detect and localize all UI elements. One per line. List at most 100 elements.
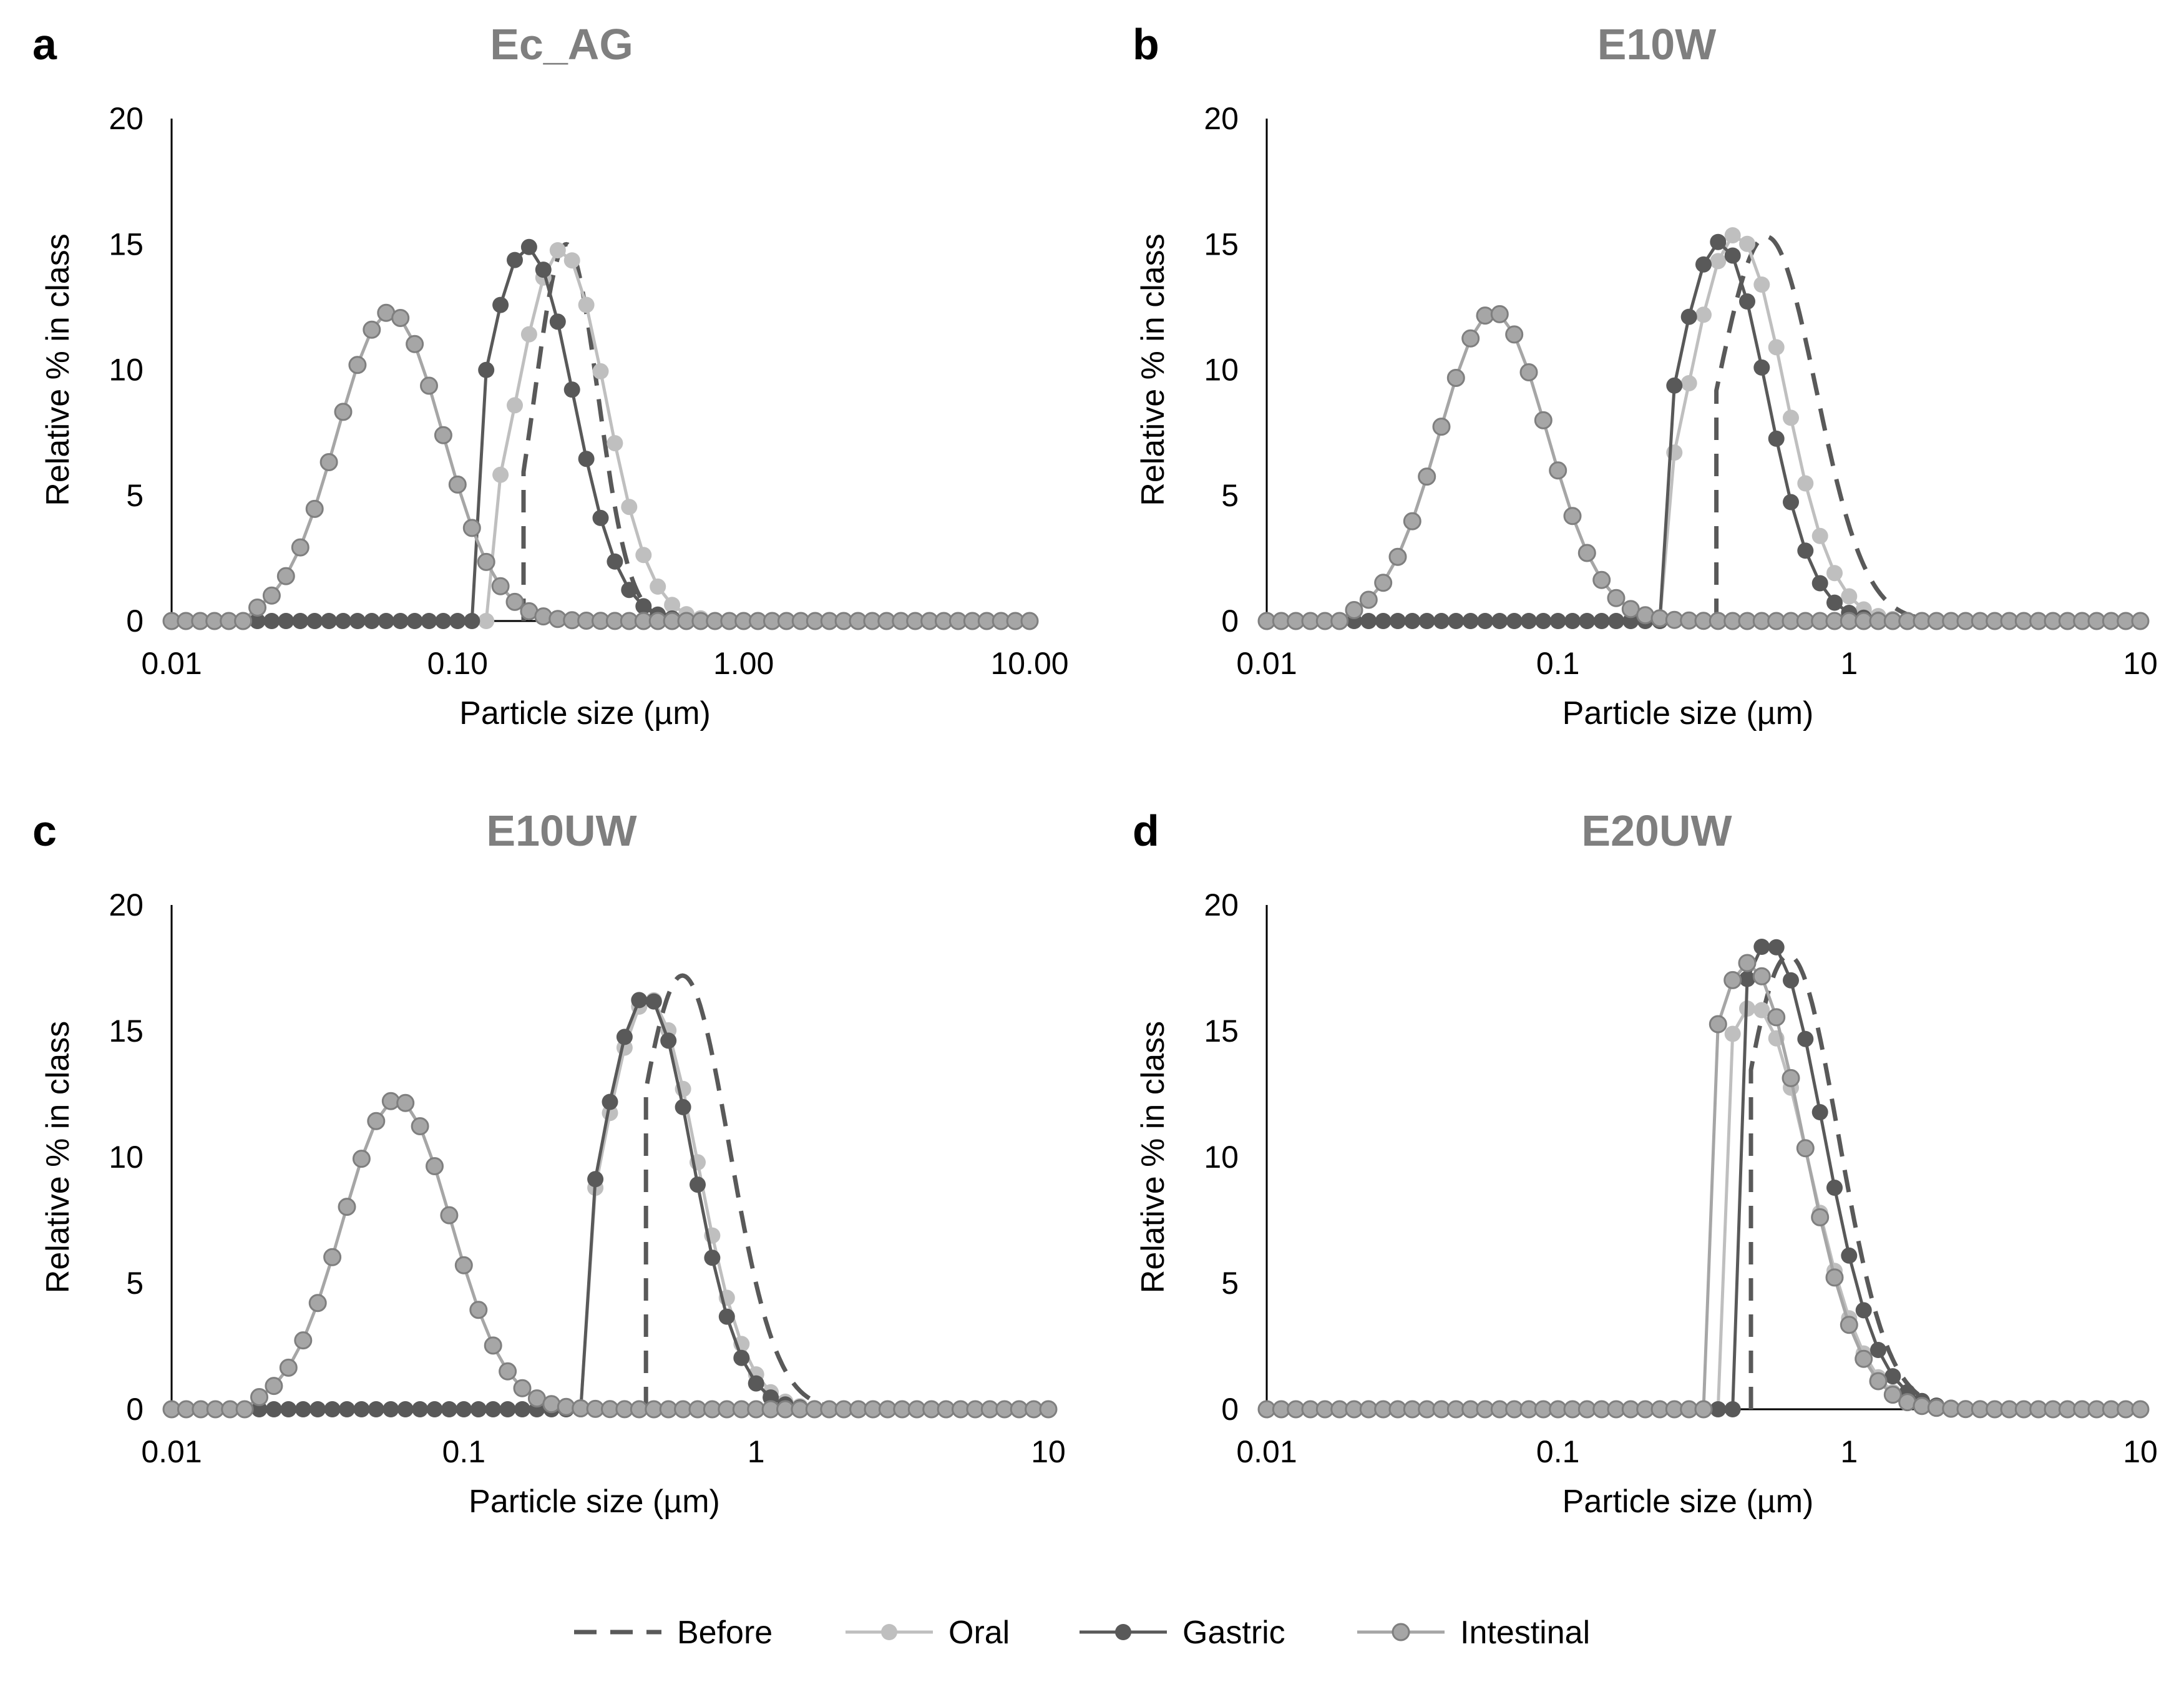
data-point <box>292 613 309 629</box>
data-point <box>406 335 424 353</box>
data-point <box>733 1349 750 1366</box>
data-point <box>1418 467 1436 486</box>
x-tick-label: 0.01 <box>141 646 202 681</box>
data-point <box>2131 612 2150 630</box>
data-point <box>470 1401 487 1417</box>
legend-swatch-marker <box>881 1624 897 1640</box>
data-point <box>1783 972 1799 989</box>
data-point <box>349 613 366 629</box>
legend-label: Gastric <box>1182 1615 1285 1651</box>
data-point <box>1694 1400 1713 1419</box>
panel-letter: d <box>1133 806 1159 855</box>
x-axis-label: Particle size (µm) <box>1562 1484 1814 1520</box>
data-point <box>441 1401 457 1417</box>
data-point <box>1375 613 1392 629</box>
data-point <box>1534 411 1553 429</box>
panel-letter: c <box>32 806 57 855</box>
chart-title: E20UW <box>1581 806 1732 855</box>
y-tick-label: 10 <box>1204 353 1239 388</box>
data-point <box>411 1117 429 1135</box>
data-point <box>607 435 623 452</box>
data-point <box>592 509 609 526</box>
y-tick-label: 5 <box>126 478 144 513</box>
data-point <box>1519 363 1538 381</box>
data-point <box>406 613 423 629</box>
data-point <box>1841 588 1858 605</box>
chart-title: E10W <box>1597 20 1717 69</box>
y-axis-label: Relative % in class <box>1135 233 1171 506</box>
data-point <box>535 262 552 278</box>
data-point <box>1826 594 1843 611</box>
data-point <box>262 586 281 605</box>
data-point <box>1753 1002 1770 1019</box>
series-line-before <box>521 242 698 623</box>
data-point <box>1020 612 1039 630</box>
series-oral <box>1259 1000 2148 1417</box>
data-point <box>1330 612 1349 630</box>
data-point <box>251 1401 268 1417</box>
legend-label: Oral <box>948 1615 1010 1651</box>
data-point <box>352 1150 371 1168</box>
data-point <box>635 547 652 564</box>
y-tick-label: 20 <box>1204 101 1239 136</box>
legend-item-intestinal: Intestinal <box>1357 1615 1590 1651</box>
data-point <box>563 252 580 269</box>
data-point <box>635 598 652 615</box>
y-tick-label: 10 <box>109 1140 144 1175</box>
chart-title: Ec_AG <box>490 20 633 69</box>
data-point <box>1739 971 1755 987</box>
data-point <box>324 1401 341 1417</box>
y-tick-label: 10 <box>1204 1140 1239 1175</box>
data-point <box>1753 276 1770 293</box>
data-point <box>1359 590 1378 609</box>
data-point <box>578 296 595 313</box>
data-point <box>1797 1030 1814 1047</box>
data-point <box>690 1176 706 1193</box>
y-tick-label: 20 <box>1204 888 1239 922</box>
data-point <box>367 1112 386 1130</box>
y-tick-label: 15 <box>1204 227 1239 262</box>
data-point <box>426 1401 443 1417</box>
data-point <box>499 1401 516 1417</box>
data-point <box>1723 971 1742 989</box>
data-point <box>1607 589 1626 607</box>
data-point <box>319 453 338 471</box>
y-tick-label: 0 <box>1221 604 1239 638</box>
data-point <box>514 1401 530 1417</box>
x-tick-label: 1 <box>1840 1434 1858 1469</box>
data-point <box>1783 409 1799 426</box>
x-axis-label: Particle size (µm) <box>1562 695 1814 731</box>
data-point <box>1388 547 1407 566</box>
data-point <box>1724 247 1741 264</box>
data-point <box>1782 1068 1800 1087</box>
data-point <box>1840 1316 1858 1334</box>
data-point <box>440 1206 459 1225</box>
data-point <box>397 1401 414 1417</box>
legend-label: Before <box>677 1615 773 1651</box>
legend-item-oral: Oral <box>846 1615 1010 1651</box>
y-tick-label: 15 <box>1204 1014 1239 1049</box>
data-point <box>363 613 380 629</box>
data-point <box>391 309 410 327</box>
data-point <box>1505 325 1524 344</box>
data-point <box>1446 369 1465 387</box>
data-point <box>279 1358 298 1377</box>
data-point <box>1796 1139 1815 1158</box>
data-point <box>621 499 638 516</box>
data-point <box>718 1308 735 1325</box>
data-point <box>1913 1397 1931 1416</box>
data-point <box>276 567 295 585</box>
data-point <box>291 538 310 557</box>
series-intestinal <box>162 303 1039 630</box>
legend-swatch-marker <box>1115 1624 1131 1640</box>
data-point <box>1752 967 1771 985</box>
data-point <box>492 296 509 313</box>
data-point <box>321 613 338 629</box>
data-point <box>1811 1208 1830 1226</box>
data-point <box>1753 939 1770 955</box>
data-point <box>464 613 480 629</box>
chart-panel-c: c E10UW 0 5 10 15 20 0.01 0.1 1 10 Particle size (µ… <box>32 806 1066 1520</box>
data-point <box>1826 565 1843 582</box>
y-tick-label: 10 <box>109 353 144 388</box>
series-line-intestinal <box>1267 961 2140 1411</box>
